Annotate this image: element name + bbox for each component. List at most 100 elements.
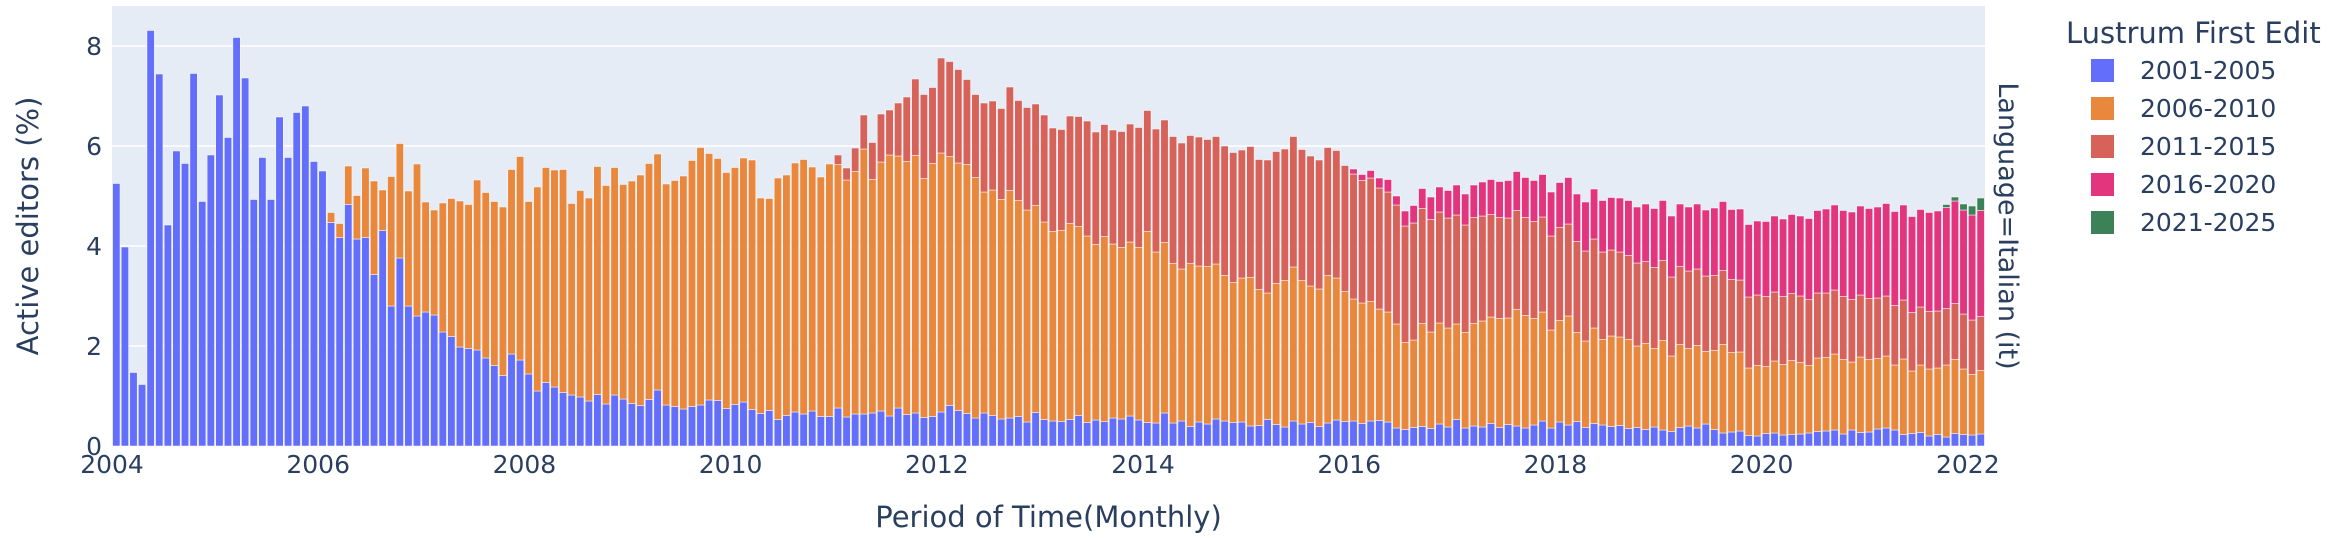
bar-segment: [146, 30, 155, 447]
bar-segment: [370, 274, 378, 447]
bar-segment: [988, 415, 997, 447]
legend-swatch[interactable]: [2091, 173, 2114, 196]
bar-segment: [1358, 302, 1367, 424]
bar-segment: [1375, 308, 1384, 421]
legend-swatch[interactable]: [2091, 97, 2114, 120]
bar-segment: [1693, 345, 1702, 429]
bar-segment: [1366, 420, 1375, 447]
bar-segment: [498, 206, 507, 376]
bar-segment: [636, 174, 645, 406]
bar-segment: [1796, 362, 1805, 435]
bar-segment: [1873, 428, 1882, 447]
bar-segment: [1478, 320, 1487, 428]
bar-segment: [877, 113, 885, 163]
bar-segment: [713, 400, 722, 447]
bar-segment: [1572, 241, 1581, 333]
legend-label[interactable]: 2006-2010: [2140, 94, 2276, 123]
bar-segment: [1332, 277, 1341, 421]
bar-segment: [1787, 434, 1796, 447]
bar-segment: [1942, 204, 1951, 208]
bar-segment: [1529, 424, 1538, 447]
bar-segment: [1134, 419, 1143, 447]
bar-segment: [567, 203, 576, 396]
bar-segment: [687, 160, 696, 407]
bar-segment: [1100, 421, 1109, 447]
bar-segment: [1555, 320, 1564, 423]
bar-segment: [645, 163, 653, 400]
bar-segment: [1839, 359, 1848, 435]
bar-segment: [1409, 205, 1418, 224]
bar-segment: [705, 399, 714, 447]
legend-label[interactable]: 2016-2020: [2140, 170, 2276, 199]
bar-segment: [962, 79, 971, 165]
bar-segment: [1074, 226, 1083, 416]
bar-segment: [1418, 426, 1427, 447]
bar-segment: [1710, 207, 1719, 276]
bar-segment: [1865, 431, 1873, 447]
bar-segment: [1847, 361, 1856, 431]
bar-segment: [335, 223, 344, 238]
bar-segment: [1684, 425, 1693, 447]
bar-segment: [1753, 435, 1762, 447]
bar-segment: [1212, 418, 1220, 447]
bar-segment: [1280, 426, 1289, 447]
bar-segment: [1426, 196, 1435, 220]
bar-segment: [756, 413, 765, 447]
bar-segment: [1779, 296, 1788, 365]
facet-label: Language=Italian (it): [1992, 82, 2023, 369]
bar-segment: [1658, 429, 1667, 447]
bar-segment: [1590, 423, 1599, 447]
legend-label[interactable]: 2021-2025: [2140, 208, 2276, 237]
bar-segment: [1615, 197, 1624, 253]
bar-segment: [1495, 181, 1504, 218]
bar-segment: [524, 373, 533, 447]
bar-segment: [1066, 223, 1074, 420]
bar-segment: [395, 257, 404, 447]
bar-segment: [1667, 431, 1676, 447]
bar-segment: [1280, 148, 1289, 281]
bar-segment: [481, 357, 490, 447]
bar-segment: [1950, 200, 1959, 304]
bar-segment: [1246, 425, 1255, 447]
bar-segment: [1280, 280, 1289, 428]
bar-segment: [1899, 434, 1908, 447]
bar-segment: [980, 191, 989, 414]
bar-segment: [705, 153, 714, 401]
bar-segment: [1521, 427, 1530, 447]
bar-segment: [1048, 127, 1057, 232]
bar-segment: [1023, 107, 1031, 211]
bar-segment: [1736, 430, 1745, 447]
bar-segment: [1461, 427, 1470, 447]
bar-segment: [911, 78, 920, 156]
bar-segment: [1091, 244, 1100, 421]
bar-segment: [1693, 203, 1702, 270]
bar-segment: [370, 180, 378, 275]
bar-segment: [1169, 136, 1178, 264]
bar-segment: [1873, 358, 1882, 430]
bar-segment: [1298, 423, 1306, 447]
bar-segment: [1366, 170, 1375, 179]
bar-segment: [1925, 435, 1934, 447]
bar-segment: [971, 94, 980, 178]
bar-segment: [456, 200, 464, 348]
bar-segment: [1650, 426, 1659, 447]
legend-swatch[interactable]: [2091, 211, 2114, 234]
bar-segment: [1323, 422, 1332, 447]
legend-swatch[interactable]: [2091, 135, 2114, 158]
bar-segment: [1968, 214, 1977, 321]
bar-segment: [327, 212, 336, 223]
bar-segment: [473, 349, 482, 447]
bar-segment: [232, 37, 241, 447]
bar-segment: [249, 199, 258, 447]
bar-segment: [335, 237, 344, 447]
bar-segment: [1108, 243, 1117, 419]
bar-segment: [1753, 294, 1762, 366]
bar-segment: [748, 409, 757, 447]
legend-label[interactable]: 2011-2015: [2140, 132, 2276, 161]
bar-segment: [1950, 303, 1959, 360]
bar-segment: [825, 163, 834, 417]
legend-swatch[interactable]: [2091, 59, 2114, 82]
bar-segment: [1572, 421, 1581, 447]
bar-segment: [1452, 323, 1461, 420]
legend-label[interactable]: 2001-2005: [2140, 56, 2276, 85]
